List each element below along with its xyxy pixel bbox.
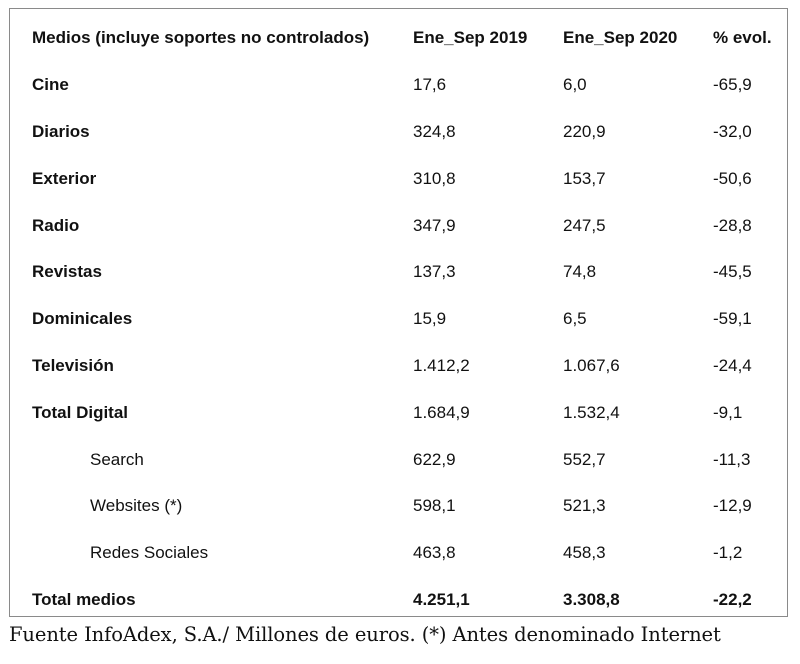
row-2020: 153,7 [563, 168, 606, 188]
row-evol: -50,6 [713, 168, 752, 188]
row-2019: 622,9 [413, 449, 456, 469]
row-evol: -28,8 [713, 215, 752, 235]
row-2020: 74,8 [563, 262, 597, 282]
row-medio: Diarios [32, 121, 90, 141]
header-medio: Medios (incluye soportes no controlados) [32, 28, 370, 48]
row-medio: Dominicales [32, 309, 133, 329]
row-evol: -12,9 [713, 496, 752, 516]
row-2020: 1.532,4 [563, 402, 620, 422]
header-2019: Ene_Sep 2019 [413, 28, 528, 48]
table-row: Diarios 324,8 220,9 -32,0 [10, 109, 787, 156]
source-note: Fuente InfoAdex, S.A./ Millones de euros… [9, 623, 721, 646]
table-row: Exterior 310,8 153,7 -50,6 [10, 155, 787, 202]
row-evol: -1,2 [713, 543, 743, 563]
row-evol: -24,4 [713, 355, 752, 375]
row-evol: -45,5 [713, 262, 752, 282]
row-medio: Exterior [32, 168, 97, 188]
table-row: Dominicales 15,9 6,5 -59,1 [10, 296, 787, 343]
row-2020: 521,3 [563, 496, 606, 516]
row-medio: Televisión [32, 355, 114, 375]
row-2019: 598,1 [413, 496, 456, 516]
row-2019: 310,8 [413, 168, 456, 188]
table-row: Redes Sociales 463,8 458,3 -1,2 [10, 530, 787, 577]
row-2019: 324,8 [413, 121, 456, 141]
table-row: Websites (*) 598,1 521,3 -12,9 [10, 483, 787, 530]
table-row: Televisión 1.412,2 1.067,6 -24,4 [10, 343, 787, 390]
row-2019: 4.251,1 [413, 589, 470, 609]
row-2020: 1.067,6 [563, 355, 620, 375]
row-2020: 247,5 [563, 215, 606, 235]
row-2020: 6,0 [563, 75, 587, 95]
row-2020: 458,3 [563, 543, 606, 563]
row-evol: -59,1 [713, 309, 752, 329]
row-2019: 17,6 [413, 75, 447, 95]
table-row: Search 622,9 552,7 -11,3 [10, 436, 787, 483]
table-header-row: Medios (incluye soportes no controlados)… [10, 15, 787, 62]
row-evol: -9,1 [713, 402, 743, 422]
table-row: Total Digital 1.684,9 1.532,4 -9,1 [10, 389, 787, 436]
table-row: Radio 347,9 247,5 -28,8 [10, 202, 787, 249]
row-2019: 1.684,9 [413, 402, 470, 422]
row-evol: -22,2 [713, 589, 752, 609]
row-2019: 137,3 [413, 262, 456, 282]
row-2019: 1.412,2 [413, 355, 470, 375]
row-medio: Total Digital [32, 402, 129, 422]
row-medio: Radio [32, 215, 80, 235]
row-medio: Redes Sociales [90, 543, 209, 563]
row-medio: Revistas [32, 262, 102, 282]
row-evol: -65,9 [713, 75, 752, 95]
row-medio: Cine [32, 75, 69, 95]
row-evol: -32,0 [713, 121, 752, 141]
row-medio: Websites (*) [90, 496, 183, 516]
table-frame: Medios (incluye soportes no controlados)… [9, 8, 788, 617]
row-2019: 15,9 [413, 309, 447, 329]
row-2020: 552,7 [563, 449, 606, 469]
media-investment-table: Medios (incluye soportes no controlados)… [10, 15, 787, 623]
header-evol: % evol. [713, 28, 772, 48]
row-2019: 347,9 [413, 215, 456, 235]
row-medio: Total medios [32, 589, 136, 609]
row-2020: 6,5 [563, 309, 587, 329]
table-row: Revistas 137,3 74,8 -45,5 [10, 249, 787, 296]
row-2020: 220,9 [563, 121, 606, 141]
table-row-total: Total medios 4.251,1 3.308,8 -22,2 [10, 577, 787, 624]
table-row: Cine 17,6 6,0 -65,9 [10, 62, 787, 109]
row-evol: -11,3 [713, 449, 751, 469]
row-2019: 463,8 [413, 543, 456, 563]
header-2020: Ene_Sep 2020 [563, 28, 678, 48]
row-medio: Search [90, 449, 144, 469]
row-2020: 3.308,8 [563, 589, 620, 609]
